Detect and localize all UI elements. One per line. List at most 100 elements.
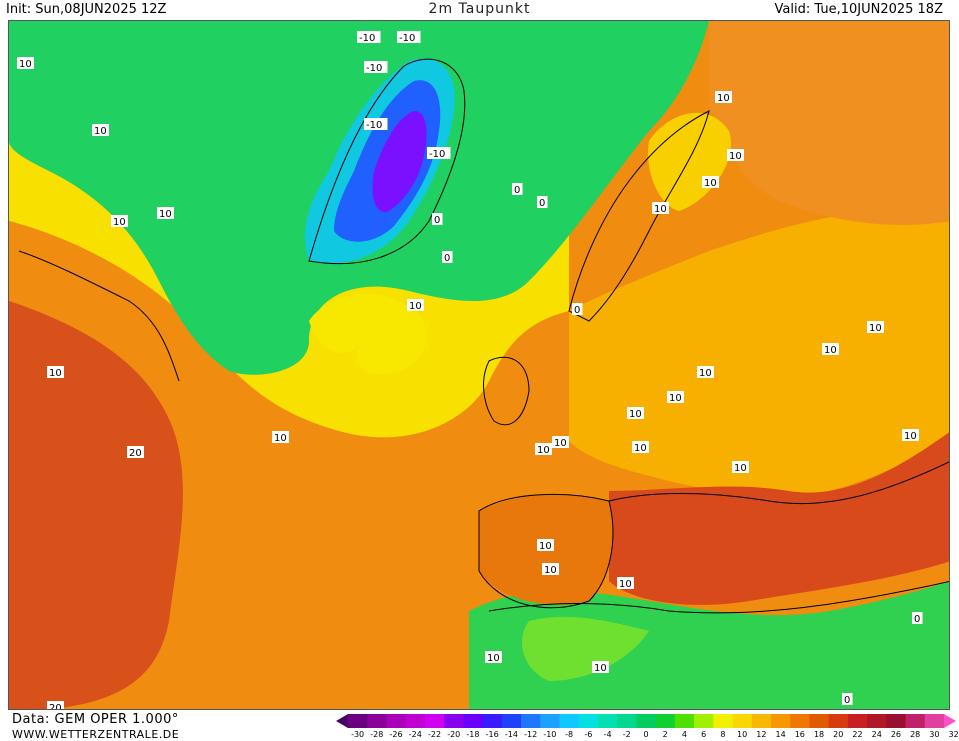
legend-tick-label: 8 — [720, 730, 726, 739]
legend-swatch — [655, 714, 676, 728]
contour-label-bg — [512, 183, 523, 195]
contour-label: 10 — [717, 93, 730, 104]
contour-label-bg — [364, 118, 388, 130]
contour-label-bg — [397, 31, 421, 43]
legend-swatch — [886, 714, 907, 728]
contour-label: 10 — [904, 431, 917, 442]
legend-swatch — [617, 714, 637, 728]
contour-label: 20 — [49, 703, 62, 710]
contour-label: -10 — [366, 63, 382, 74]
contour-label: 10 — [554, 438, 567, 449]
contour-label: -10 — [366, 120, 382, 131]
legend-swatch — [540, 714, 560, 728]
contour-label-bg — [17, 57, 34, 69]
contour-label-bg — [697, 366, 714, 378]
contour-label: 10 — [699, 368, 712, 379]
contour-label: -10 — [359, 33, 375, 44]
contour-label-bg — [632, 441, 649, 453]
field-africa-green — [469, 581, 949, 709]
contour-label: 10 — [634, 443, 647, 454]
legend-swatch — [790, 714, 810, 728]
contour-label: 10 — [113, 217, 126, 228]
legend-tick-label: 10 — [737, 730, 748, 739]
contour-label: 10 — [729, 151, 742, 162]
legend-tick-label: 30 — [929, 730, 940, 739]
legend-tick-label: 6 — [701, 730, 707, 739]
legend-tick-label: 2 — [662, 730, 668, 739]
map-header: Init: Sun,08JUN2025 12Z 2m Taupunkt Vali… — [0, 0, 959, 20]
contour-label: 10 — [49, 368, 62, 379]
contour-label: -10 — [399, 33, 415, 44]
legend-tick-label: 20 — [833, 730, 844, 739]
contour-label-bg — [272, 431, 289, 443]
contour-label: 0 — [574, 305, 580, 316]
contour-label-bg — [47, 366, 64, 378]
contour-label-bg — [667, 391, 684, 403]
legend-swatch — [386, 714, 407, 728]
map-footer: Data: GEM OPER 1.000° WWW.WETTERZENTRALE… — [0, 710, 959, 741]
contour-label-bg — [732, 461, 749, 473]
field-mediterranean-red — [609, 432, 949, 605]
legend-swatch — [847, 714, 868, 728]
contour-label-bg — [111, 215, 128, 227]
contour-label-bg — [822, 343, 839, 355]
dewpoint-map: 10 10 10 10 10 20 20 10 10 10 10 10 10 10 10 0 0 0 0 0 -10 -1… — [8, 20, 950, 710]
contour-label-bg — [842, 693, 853, 705]
field-europe-yellow — [569, 201, 949, 496]
legend-swatch — [501, 714, 522, 728]
iberia-coast — [478, 493, 614, 609]
contour-label: 10 — [869, 323, 882, 334]
contour-label-bg — [537, 196, 548, 208]
contour-label: 10 — [629, 409, 642, 420]
legend-tick-label: 24 — [871, 730, 882, 739]
legend-arrow-right — [944, 714, 956, 728]
contour-label-bg — [432, 213, 443, 225]
contour-label: 10 — [537, 445, 550, 456]
valid-time: Valid: Tue,10JUN2025 18Z — [774, 2, 943, 17]
contour-label-bg — [902, 429, 919, 441]
legend-tick-label: -8 — [565, 730, 574, 739]
legend-tick-label: 16 — [794, 730, 805, 739]
contour-label-bg — [702, 176, 719, 188]
legend-tick-label: -22 — [427, 730, 442, 739]
mediterranean-north-coast — [608, 461, 949, 505]
contour-label: 0 — [914, 614, 920, 625]
greenland-coast — [308, 58, 466, 265]
contour-label-bg — [47, 701, 64, 709]
contour-label: -10 — [429, 149, 445, 160]
contour-label-bg — [407, 299, 424, 311]
contour-label: 0 — [514, 185, 520, 196]
legend-swatch — [828, 714, 849, 728]
field-greenland-purple — [372, 111, 427, 212]
legend-swatch — [905, 714, 926, 728]
contour-label-bg — [535, 443, 552, 455]
contour-label: 10 — [824, 345, 837, 356]
contour-label: 10 — [539, 541, 552, 552]
legend-swatch — [694, 714, 714, 728]
legend-swatch — [809, 714, 830, 728]
coastlines — [18, 58, 949, 614]
legend-swatch — [713, 714, 734, 728]
field-hot-west — [9, 301, 183, 709]
legend-tick-label: 28 — [910, 730, 921, 739]
contour-label: 10 — [19, 59, 32, 70]
contour-label: 10 — [704, 178, 717, 189]
legend-tick-label: -24 — [408, 730, 422, 739]
contour-label-bg — [357, 31, 381, 43]
legend-swatch — [348, 714, 368, 728]
legend-swatch — [751, 714, 772, 728]
contour-label: 10 — [669, 393, 682, 404]
contour-label: 0 — [539, 198, 545, 209]
legend-tick-label: 14 — [775, 730, 786, 739]
field-africa-yellowgreen — [521, 616, 649, 681]
legend-tick-label: -6 — [584, 730, 593, 739]
contour-label: 0 — [444, 253, 450, 264]
contour-label-bg — [442, 251, 453, 263]
contour-label: 0 — [434, 215, 440, 226]
contour-label-bg — [427, 147, 451, 159]
map-canvas: 10 10 10 10 10 20 20 10 10 10 10 10 10 10 10 0 0 0 0 0 -10 -1… — [9, 21, 949, 710]
field-yellow-swirl — [309, 294, 428, 375]
color-legend — [336, 714, 956, 728]
contour-label-bg — [157, 207, 174, 219]
contour-label-bg — [727, 149, 744, 161]
